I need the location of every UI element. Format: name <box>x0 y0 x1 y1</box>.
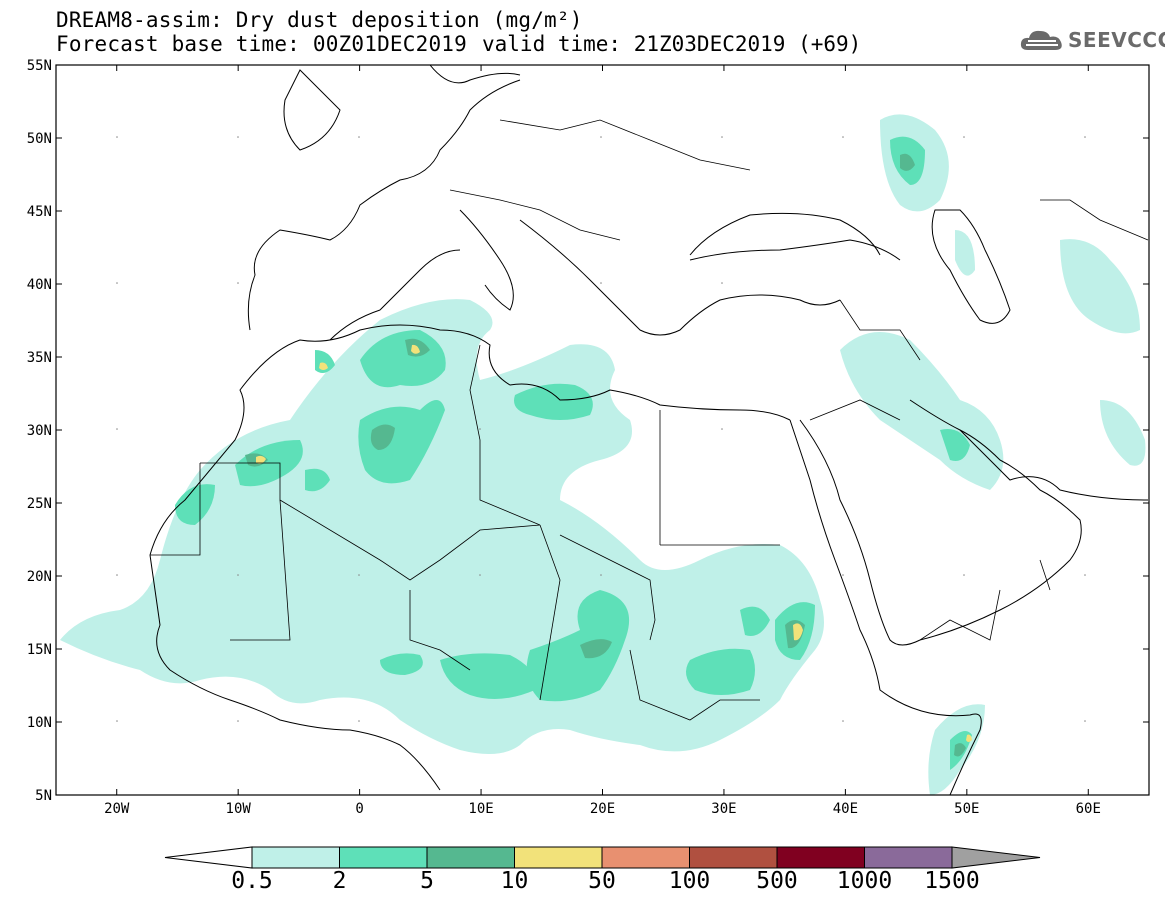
lat-tick-label: 20N <box>27 569 52 585</box>
colorbar-right-arrow <box>951 846 1041 869</box>
contour-level-10 <box>256 344 972 742</box>
lat-tick-label: 55N <box>27 58 52 74</box>
lat-tick-label: 15N <box>27 642 52 658</box>
lon-tick-label: 10E <box>468 801 493 817</box>
colorbar-swatch <box>339 846 428 869</box>
colorbar-label: 2 <box>332 868 347 894</box>
country-borders <box>150 119 1149 721</box>
lon-tick-label: 50E <box>954 801 979 817</box>
lat-tick-label: 40N <box>27 277 52 293</box>
base-time: Forecast base time: 00Z01DEC2019 <box>56 32 467 56</box>
lat-tick-label: 30N <box>27 423 52 439</box>
colorbar-label: 500 <box>756 868 798 894</box>
lat-tick-label: 10N <box>27 715 52 731</box>
colorbar-left-arrow <box>164 846 253 869</box>
cloud-icon <box>1020 30 1062 50</box>
lat-tick-label: 5N <box>35 788 52 804</box>
seevccc-logo: SEEVCCC <box>1018 26 1165 56</box>
colorbar-label: 1500 <box>924 868 980 894</box>
lat-tick-label: 45N <box>27 204 52 220</box>
colorbar-label: 1000 <box>836 868 893 894</box>
grid-dots <box>116 136 1086 722</box>
coastlines <box>149 65 1149 795</box>
colorbar-swatch <box>601 846 690 869</box>
lon-tick-label: 40E <box>833 801 858 817</box>
lon-tick-label: 20E <box>590 801 615 817</box>
lon-tick-label: 10W <box>226 801 252 817</box>
lat-tick-label: 50N <box>27 131 52 147</box>
colorbar <box>164 846 1041 869</box>
colorbar-swatch <box>689 846 778 869</box>
colorbar-swatch <box>776 846 865 869</box>
lon-tick-label: 0 <box>355 801 363 817</box>
lon-tick-label: 60E <box>1076 801 1101 817</box>
lon-tick-label: 30E <box>711 801 736 817</box>
colorbar-label: 50 <box>588 868 616 894</box>
lon-tick-label: 20W <box>104 801 130 817</box>
valid-time: valid time: 21Z03DEC2019 (+69) <box>482 32 862 56</box>
map-title: DREAM8-assim: Dry dust deposition (mg/m²… <box>56 8 583 32</box>
colorbar-label: 100 <box>668 868 711 894</box>
logo-text: SEEVCCC <box>1068 28 1165 52</box>
colorbar-label: 0.5 <box>231 868 273 894</box>
colorbar-swatch <box>514 846 603 869</box>
colorbar-swatch <box>251 846 340 869</box>
lat-tick-label: 35N <box>27 350 52 366</box>
colorbar-label: 10 <box>500 868 529 894</box>
colorbar-swatch <box>426 846 515 869</box>
colorbar-label: 5 <box>420 868 434 894</box>
lat-tick-label: 25N <box>27 496 52 512</box>
colorbar-swatch <box>864 846 953 869</box>
axis-ticks: 20W 10W 0 10E 20E 30E 40E 50E 60E 55N 50N 45N 40N 35N… <box>27 58 1149 817</box>
